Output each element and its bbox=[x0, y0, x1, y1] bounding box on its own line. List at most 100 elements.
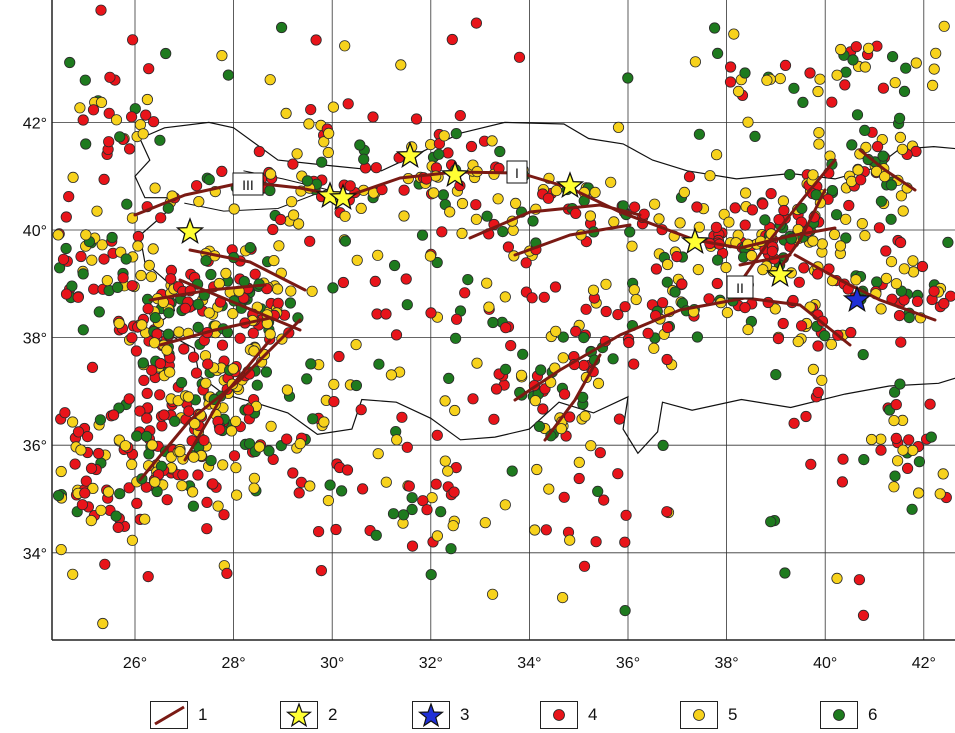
yellow-event-dot bbox=[898, 263, 910, 275]
red-event-dot bbox=[890, 398, 902, 411]
yellow-event-dot bbox=[626, 240, 638, 252]
yellow-event-dot bbox=[350, 338, 362, 351]
red-event-dot bbox=[691, 201, 703, 213]
yellow-event-dot bbox=[492, 193, 504, 205]
green-event-dot bbox=[244, 438, 256, 450]
red-event-dot bbox=[356, 483, 369, 495]
green-event-dot bbox=[373, 358, 385, 370]
red-event-dot bbox=[112, 521, 124, 534]
yellow-event-dot bbox=[149, 476, 161, 488]
fault-trace bbox=[158, 316, 272, 347]
yellow-event-dot bbox=[230, 462, 242, 474]
green-event-dot bbox=[162, 328, 174, 340]
fault-trace bbox=[793, 253, 937, 322]
yellow-event-dot bbox=[119, 440, 132, 452]
fault-trace bbox=[543, 353, 602, 442]
yellow-event-dot bbox=[531, 463, 543, 476]
yellow-event-dot bbox=[391, 434, 403, 446]
red-event-dot bbox=[430, 478, 442, 490]
yellow-event-dot bbox=[173, 326, 185, 338]
green-event-dot bbox=[433, 148, 445, 160]
yellow-event-dot bbox=[287, 209, 300, 221]
yellow-event-dot bbox=[75, 444, 87, 456]
green-event-dot bbox=[619, 604, 631, 617]
yellow-event-dot bbox=[934, 488, 946, 500]
yellow-event-dot bbox=[431, 530, 443, 542]
green-event-dot bbox=[759, 214, 771, 226]
yellow-event-dot bbox=[870, 165, 883, 177]
yellow-event-dot bbox=[447, 520, 459, 532]
red-event-dot bbox=[247, 327, 259, 339]
yellow-event-dot bbox=[732, 85, 745, 98]
legend-symbol-box bbox=[280, 701, 318, 729]
red-event-dot bbox=[465, 140, 478, 153]
red-event-dot bbox=[126, 332, 138, 344]
red-event-dot bbox=[93, 447, 105, 460]
yellow-event-dot bbox=[174, 445, 186, 458]
red-event-dot bbox=[59, 407, 71, 419]
yellow-event-dot bbox=[912, 487, 925, 499]
yellow-event-dot bbox=[339, 210, 351, 222]
yellow-event-dot bbox=[248, 482, 260, 494]
yellow-event-dot bbox=[471, 357, 483, 369]
red-event-dot bbox=[341, 464, 354, 476]
yellow-event-dot bbox=[757, 264, 769, 276]
yellow-event-dot bbox=[693, 221, 705, 233]
green-event-dot bbox=[557, 331, 569, 343]
yellow-event-dot bbox=[742, 323, 754, 336]
green-event-dot bbox=[205, 268, 217, 281]
yellow-event-dot bbox=[339, 40, 351, 52]
yellow-event-dot bbox=[426, 492, 438, 504]
yellow-event-dot bbox=[509, 197, 522, 209]
yellow-event-dot bbox=[264, 328, 276, 340]
legend-symbol-box bbox=[150, 701, 188, 729]
yellow-event-dot bbox=[885, 255, 898, 268]
yellow-event-dot bbox=[865, 433, 878, 446]
yellow-event-dot bbox=[268, 255, 280, 267]
yellow-event-dot bbox=[264, 168, 277, 180]
red-event-dot bbox=[201, 496, 213, 508]
yellow-event-dot bbox=[891, 455, 904, 467]
green-event-dot bbox=[358, 153, 370, 165]
red-event-dot bbox=[355, 404, 367, 416]
yellow-event-dot bbox=[285, 285, 297, 297]
green-event-dot bbox=[913, 456, 926, 468]
red-event-dot bbox=[628, 201, 641, 213]
yellow-event-dot bbox=[807, 235, 819, 247]
tick-labels: 26°28°30°32°34°36°38°40°42°44°42°40°38°3… bbox=[23, 115, 936, 672]
red-event-dot bbox=[425, 307, 437, 319]
green-event-dot bbox=[494, 145, 506, 158]
red-event-dot bbox=[79, 487, 91, 499]
yellow-event-dot bbox=[55, 543, 67, 556]
yellow-event-dot bbox=[188, 451, 200, 463]
red-event-dot bbox=[805, 458, 817, 470]
yellow-event-dot bbox=[648, 342, 660, 354]
longitude-tick-label: 34° bbox=[517, 655, 541, 672]
yellow-event-dot bbox=[230, 415, 242, 427]
legend-symbol-box bbox=[540, 701, 578, 729]
yellow-event-dot bbox=[834, 240, 847, 252]
legend-item-yellow-star: 2 bbox=[280, 700, 337, 730]
yellow-event-dot bbox=[557, 352, 569, 364]
green-event-dot bbox=[711, 254, 724, 266]
yellow-event-dot bbox=[807, 363, 820, 375]
yellow-event-dot bbox=[816, 374, 828, 386]
yellow-event-dot bbox=[306, 285, 318, 297]
yellow-event-dot bbox=[661, 258, 674, 271]
yellow-event-dot bbox=[897, 444, 909, 456]
legend-item-red-circle: 4 bbox=[540, 700, 597, 730]
red-event-dot bbox=[88, 283, 100, 295]
green-event-dot bbox=[535, 364, 547, 376]
legend: 1 2 3 4 5 6 bbox=[150, 700, 930, 732]
red-event-dot bbox=[154, 357, 166, 370]
red-event-dot bbox=[82, 430, 94, 443]
red-event-dot bbox=[739, 301, 751, 314]
green-event-dot bbox=[339, 235, 351, 247]
yellow-event-dot bbox=[897, 205, 909, 217]
yellow-event-dot bbox=[226, 425, 238, 437]
green-event-dot bbox=[765, 516, 777, 528]
red-event-dot bbox=[98, 173, 110, 185]
yellow-event-dot bbox=[605, 176, 617, 188]
green-event-dot bbox=[669, 286, 681, 298]
yellow-star-epicenter bbox=[680, 227, 710, 254]
